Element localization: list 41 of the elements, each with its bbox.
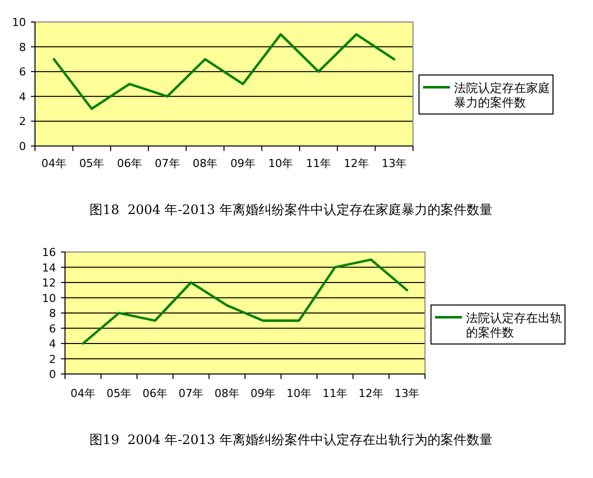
line-series <box>52 33 396 110</box>
y-tick-label: 4 <box>19 90 26 104</box>
x-tick-label: 12年 <box>344 157 369 170</box>
text: 图18 2004 年-2013 年离婚纠纷案件中认定存在家庭暴力的案件数量 <box>90 202 492 218</box>
x-tick-label: 13年 <box>394 387 420 400</box>
legend-label: 法院认定存在出轨的案件数 <box>466 310 562 340</box>
y-tick-label: 0 <box>49 368 56 381</box>
y-tick-label: 6 <box>19 66 26 79</box>
y-tick-label: 2 <box>19 115 26 128</box>
x-tick-label: 08年 <box>214 387 240 400</box>
x-tick-label: 05年 <box>79 157 104 170</box>
y-tick-label: 12 <box>42 276 56 290</box>
y-tick-label: 10 <box>42 292 56 305</box>
x-tick-label: 06年 <box>117 157 142 170</box>
x-tick-label: 09年 <box>230 157 256 170</box>
x-tick-label: 11年 <box>306 157 331 170</box>
x-tick-label: 13年 <box>382 157 407 170</box>
x-tick-label: 07年 <box>154 157 180 170</box>
x-tick-label: 05年 <box>106 387 132 400</box>
x-tick-label: 12年 <box>358 387 384 400</box>
legend-label: 法院认定存在家庭暴力的案件数 <box>454 80 550 110</box>
x-tick-label: 07年 <box>178 387 204 400</box>
y-tick-label: 2 <box>49 352 56 366</box>
x-tick-label: 10年 <box>268 157 294 170</box>
x-tick-label: 11年 <box>322 387 348 400</box>
y-tick-label: 6 <box>49 322 56 336</box>
x-tick-label: 04年 <box>41 157 66 170</box>
y-tick-label: 14 <box>42 261 56 274</box>
line-series <box>82 258 408 345</box>
y-tick-label: 0 <box>19 140 26 153</box>
y-tick-label: 10 <box>12 16 26 29</box>
y-tick-label: 8 <box>19 40 26 54</box>
y-tick-label: 4 <box>49 338 56 350</box>
x-tick-label: 10年 <box>286 387 312 400</box>
x-tick-label: 06年 <box>142 387 168 400</box>
x-tick-label: 04年 <box>70 387 96 400</box>
x-tick-label: 09年 <box>250 387 276 400</box>
y-tick-label: 8 <box>49 307 56 320</box>
text: 图19 2004 年-2013 年离婚纠纷案件中认定存在出轨行为的案件数量 <box>90 432 492 448</box>
x-tick-label: 08年 <box>192 157 218 170</box>
y-tick-label: 16 <box>42 246 56 259</box>
